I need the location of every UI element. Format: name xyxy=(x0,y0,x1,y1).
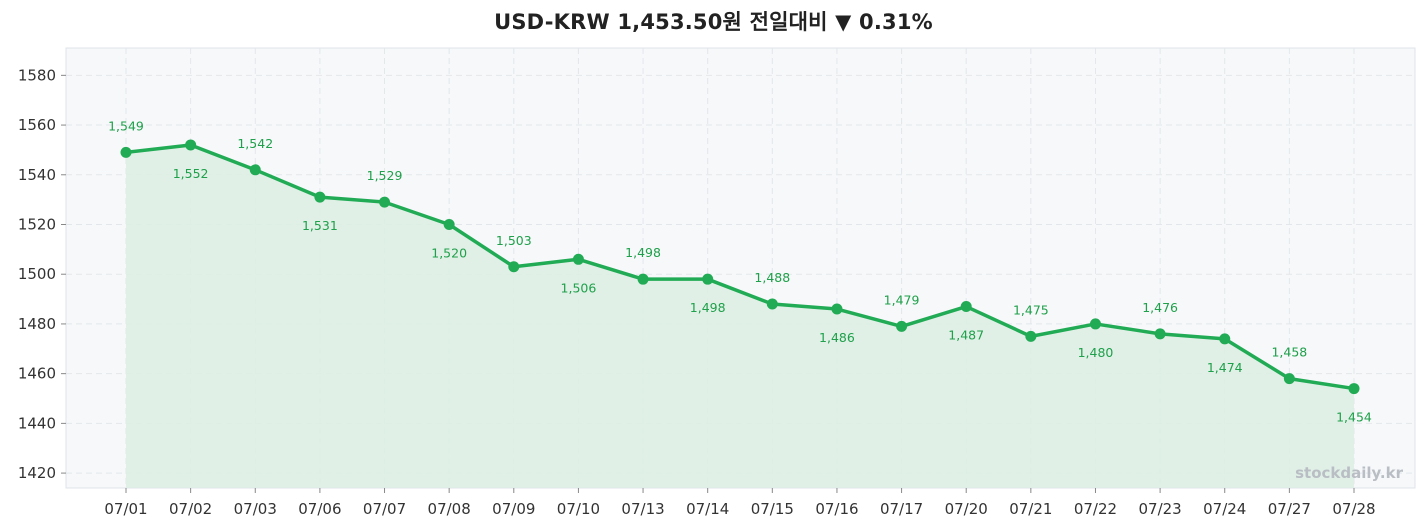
data-label: 1,454 xyxy=(1336,410,1372,425)
data-label: 1,479 xyxy=(884,292,920,307)
area-fill xyxy=(126,144,1354,488)
data-label: 1,474 xyxy=(1207,360,1243,375)
data-label: 1,458 xyxy=(1271,345,1307,360)
data-label: 1,542 xyxy=(237,136,273,151)
data-label: 1,506 xyxy=(561,280,597,295)
x-tick-label: 07/17 xyxy=(880,500,923,518)
data-label: 1,531 xyxy=(302,218,338,233)
x-tick-label: 07/06 xyxy=(298,500,341,518)
data-point[interactable] xyxy=(1025,330,1037,342)
x-tick-label: 07/03 xyxy=(234,500,277,518)
y-tick-label: 1460 xyxy=(18,365,56,383)
data-point[interactable] xyxy=(1089,318,1101,330)
x-tick-label: 07/16 xyxy=(815,500,858,518)
y-tick-label: 1580 xyxy=(18,66,56,84)
x-tick-label: 07/23 xyxy=(1138,500,1181,518)
data-label: 1,529 xyxy=(367,168,403,183)
data-point[interactable] xyxy=(379,196,391,208)
data-point[interactable] xyxy=(702,273,714,285)
data-label: 1,488 xyxy=(754,270,790,285)
data-point[interactable] xyxy=(960,301,972,313)
data-point[interactable] xyxy=(1348,383,1360,395)
data-point[interactable] xyxy=(831,303,843,315)
x-tick-label: 07/02 xyxy=(169,500,212,518)
chart-title: USD-KRW 1,453.50원 전일대비 ▼ 0.31% xyxy=(494,10,933,34)
data-label: 1,487 xyxy=(948,328,984,343)
x-tick-label: 07/14 xyxy=(686,500,729,518)
x-tick-label: 07/21 xyxy=(1009,500,1052,518)
y-tick-label: 1480 xyxy=(18,315,56,333)
y-tick-label: 1440 xyxy=(18,414,56,432)
x-tick-label: 07/07 xyxy=(363,500,406,518)
x-tick-label: 07/09 xyxy=(492,500,535,518)
x-tick-label: 07/28 xyxy=(1332,500,1375,518)
y-tick-label: 1540 xyxy=(18,166,56,184)
y-tick-label: 1560 xyxy=(18,116,56,134)
x-tick-label: 07/13 xyxy=(621,500,664,518)
x-tick-label: 07/01 xyxy=(104,500,147,518)
data-label: 1,480 xyxy=(1078,345,1114,360)
data-point[interactable] xyxy=(314,191,326,203)
data-label: 1,476 xyxy=(1142,300,1178,315)
data-point[interactable] xyxy=(572,253,584,265)
data-point[interactable] xyxy=(637,273,649,285)
data-point[interactable] xyxy=(185,139,197,151)
x-tick-label: 07/20 xyxy=(945,500,988,518)
x-tick-label: 07/08 xyxy=(428,500,471,518)
data-point[interactable] xyxy=(120,146,132,158)
data-point[interactable] xyxy=(896,320,908,332)
data-point[interactable] xyxy=(1154,328,1166,340)
data-label: 1,475 xyxy=(1013,302,1049,317)
y-tick-label: 1420 xyxy=(18,464,56,482)
data-point[interactable] xyxy=(443,218,455,230)
data-label: 1,520 xyxy=(431,245,467,260)
data-label: 1,503 xyxy=(496,233,532,248)
data-point[interactable] xyxy=(249,164,261,176)
x-tick-label: 07/27 xyxy=(1268,500,1311,518)
data-point[interactable] xyxy=(1283,373,1295,385)
data-label: 1,552 xyxy=(173,166,209,181)
data-point[interactable] xyxy=(766,298,778,310)
x-tick-label: 07/22 xyxy=(1074,500,1117,518)
x-tick-label: 07/15 xyxy=(751,500,794,518)
data-label: 1,498 xyxy=(690,300,726,315)
series-line xyxy=(124,143,1356,391)
data-point[interactable] xyxy=(1219,333,1231,345)
data-label: 1,486 xyxy=(819,330,855,345)
watermark: stockdaily.kr xyxy=(1295,464,1403,482)
y-tick-label: 1500 xyxy=(18,265,56,283)
x-tick-label: 07/24 xyxy=(1203,500,1246,518)
data-label: 1,498 xyxy=(625,245,661,260)
y-tick-label: 1520 xyxy=(18,215,56,233)
data-point[interactable] xyxy=(508,261,520,273)
x-tick-label: 07/10 xyxy=(557,500,600,518)
data-label: 1,549 xyxy=(108,118,144,133)
